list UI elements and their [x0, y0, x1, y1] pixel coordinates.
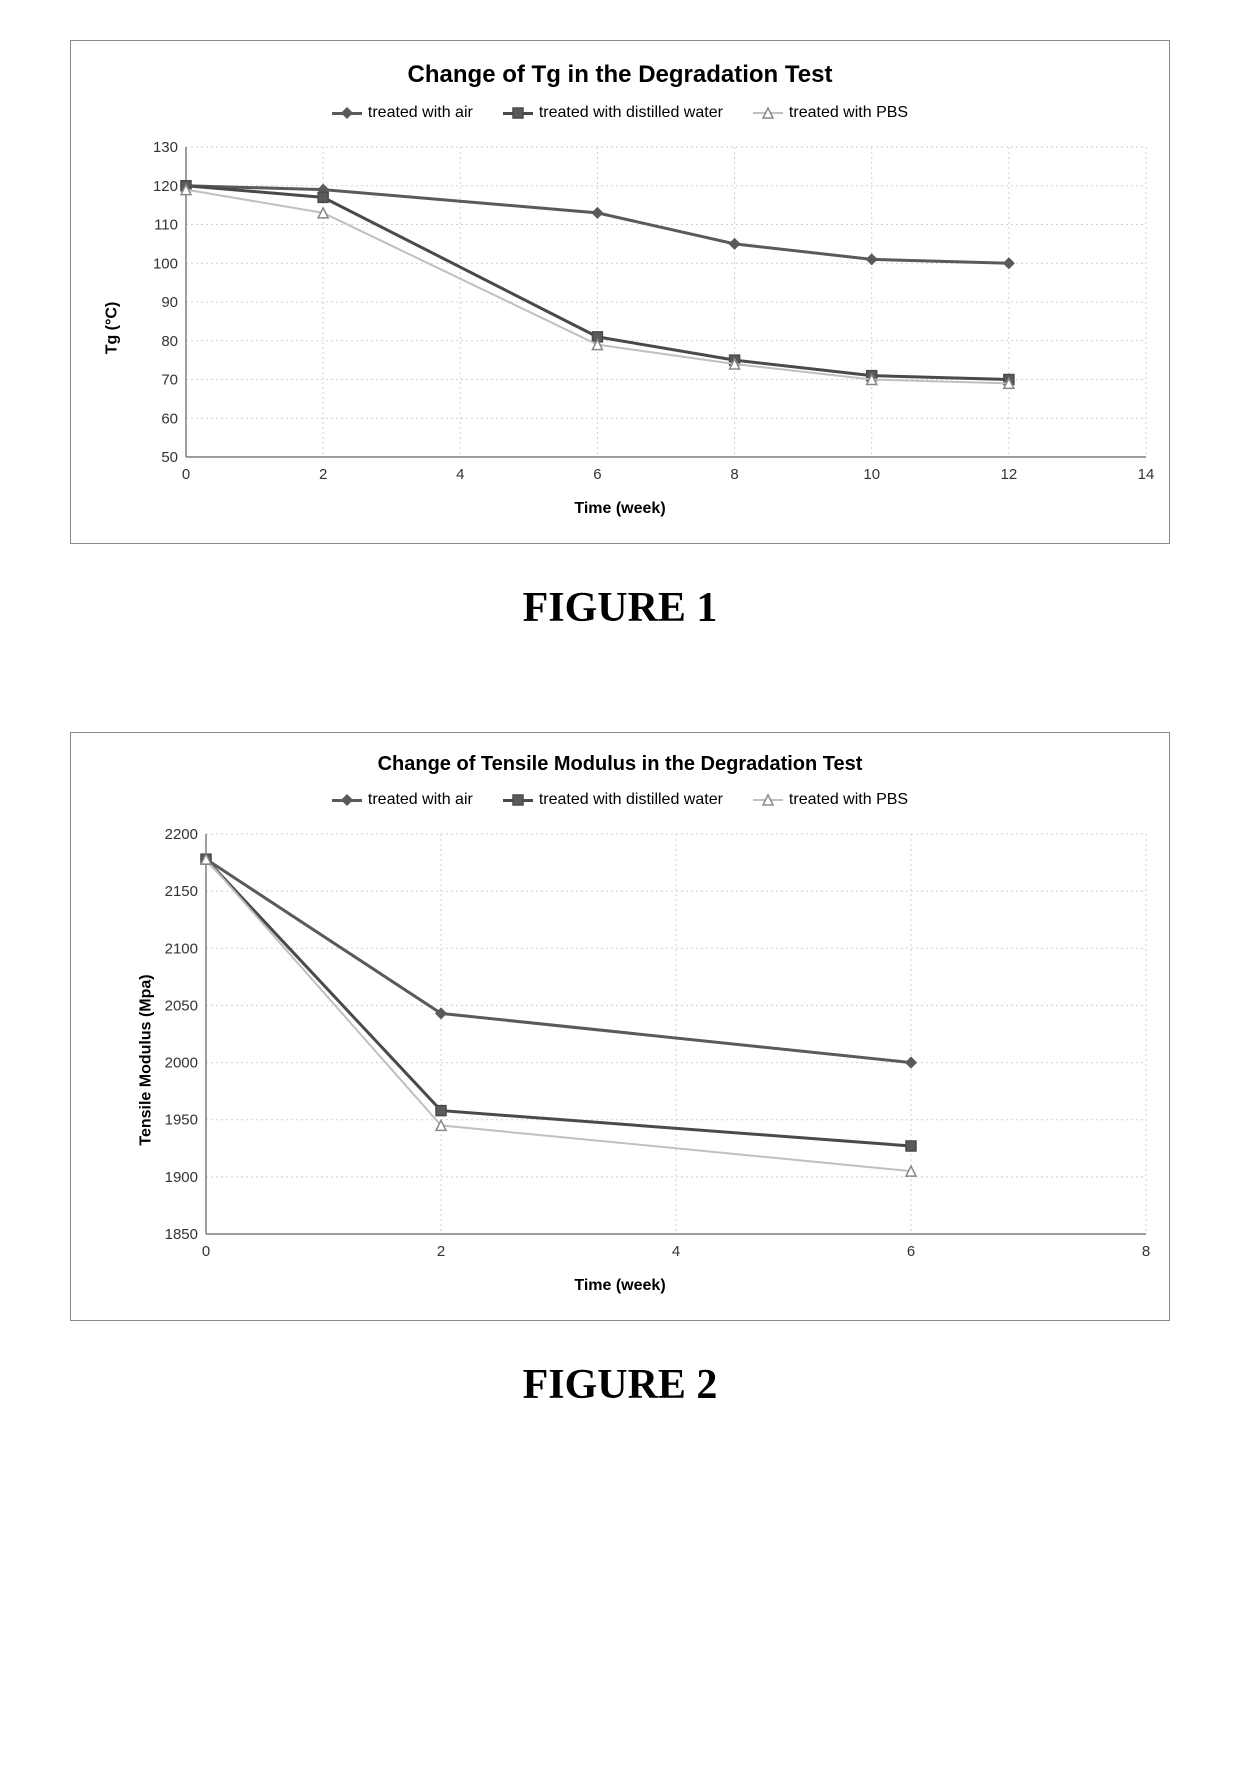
svg-text:2: 2 [319, 466, 327, 483]
plot-area: Tg (°C) 50607080901001101201300246810121… [96, 137, 1144, 518]
svg-text:80: 80 [161, 333, 178, 350]
legend-item: treated with PBS [753, 104, 908, 122]
svg-text:130: 130 [153, 139, 178, 156]
svg-text:90: 90 [161, 294, 178, 311]
y-axis-label: Tensile Modulus (Mpa) [138, 974, 156, 1145]
svg-text:2000: 2000 [165, 1055, 198, 1072]
x-axis-label: Time (week) [96, 500, 1144, 518]
svg-text:14: 14 [1138, 466, 1155, 483]
svg-text:4: 4 [456, 466, 464, 483]
svg-text:2050: 2050 [165, 997, 198, 1014]
chart-title: Change of Tensile Modulus in the Degrada… [96, 753, 1144, 776]
legend-label: treated with air [368, 104, 473, 122]
y-axis-label: Tg (°C) [103, 301, 121, 354]
legend-item: treated with air [332, 791, 473, 809]
svg-text:70: 70 [161, 372, 178, 389]
svg-text:50: 50 [161, 449, 178, 466]
chart-title: Change of Tg in the Degradation Test [96, 61, 1144, 89]
legend-item: treated with distilled water [503, 104, 723, 122]
chart-legend: treated with air treated with distilled w… [96, 104, 1144, 122]
svg-text:8: 8 [1142, 1243, 1150, 1260]
legend-label: treated with air [368, 791, 473, 809]
svg-text:2200: 2200 [165, 826, 198, 843]
svg-text:6: 6 [593, 466, 601, 483]
legend-item: treated with distilled water [503, 791, 723, 809]
svg-text:2: 2 [437, 1243, 445, 1260]
plot-area: Tensile Modulus (Mpa) 185019001950200020… [96, 824, 1144, 1295]
svg-text:1950: 1950 [165, 1112, 198, 1129]
figure-caption: FIGURE 2 [70, 1361, 1170, 1409]
chart-svg: 1850 1900 1950 2000 2050 2100 2150 2200 0 2 4 6 8 [96, 824, 1166, 1269]
chart-svg: 50 60 70 80 90 100 110 120 130 0 2 4 6 8 10 12 14 [96, 137, 1166, 492]
svg-text:12: 12 [1001, 466, 1018, 483]
svg-text:2150: 2150 [165, 883, 198, 900]
legend-label: treated with distilled water [539, 791, 723, 809]
x-axis-label: Time (week) [96, 1277, 1144, 1295]
svg-text:0: 0 [182, 466, 190, 483]
legend-item: treated with air [332, 104, 473, 122]
svg-text:10: 10 [863, 466, 880, 483]
svg-text:110: 110 [154, 217, 178, 234]
svg-text:1850: 1850 [165, 1226, 198, 1243]
figure-caption: FIGURE 1 [70, 584, 1170, 632]
svg-text:2100: 2100 [165, 940, 198, 957]
svg-text:120: 120 [153, 178, 178, 195]
legend-item: treated with PBS [753, 791, 908, 809]
svg-text:6: 6 [907, 1243, 915, 1260]
legend-label: treated with PBS [789, 104, 908, 122]
figure1-chart-container: Change of Tg in the Degradation Test tre… [70, 40, 1170, 544]
svg-text:60: 60 [161, 410, 178, 427]
svg-text:0: 0 [202, 1243, 210, 1260]
legend-label: treated with distilled water [539, 104, 723, 122]
svg-text:1900: 1900 [165, 1169, 198, 1186]
svg-text:4: 4 [672, 1243, 680, 1260]
svg-text:8: 8 [730, 466, 738, 483]
legend-label: treated with PBS [789, 791, 908, 809]
chart-legend: treated with air treated with distilled w… [96, 791, 1144, 809]
svg-text:100: 100 [153, 255, 178, 272]
figure2-chart-container: Change of Tensile Modulus in the Degrada… [70, 732, 1170, 1321]
